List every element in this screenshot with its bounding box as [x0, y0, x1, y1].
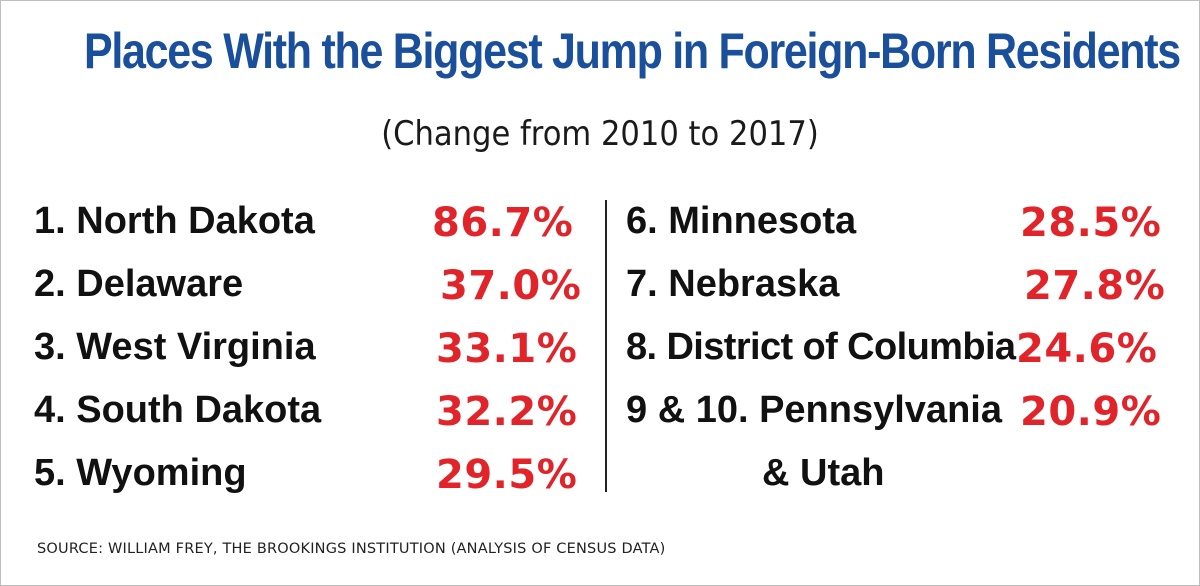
list-item-2: 2. Delaware [34, 263, 243, 306]
percent-value: 33.1% [436, 326, 578, 372]
list-item-6: 6. Minnesota [626, 200, 856, 243]
percent-value: 37.0% [440, 263, 582, 309]
place-name: 3. West Virginia [34, 326, 316, 368]
place-name: 2. Delaware [34, 263, 244, 305]
list-item-3: 3. West Virginia [34, 326, 316, 369]
percent-value: 86.7% [432, 200, 574, 246]
list-item-7: 7. Nebraska [626, 263, 839, 306]
percent-value: 29.5% [436, 452, 578, 498]
percent-value: 28.5% [1020, 200, 1162, 246]
page-subtitle: (Change from 2010 to 2017) [381, 114, 819, 154]
percent-value: 27.8% [1024, 263, 1166, 309]
list-item-9-10: 9 & 10. Pennsylvania [626, 389, 1002, 432]
place-name: 9 & 10. Pennsylvania [626, 389, 1002, 431]
place-name: & Utah [762, 452, 885, 494]
place-name: 6. Minnesota [626, 200, 857, 242]
list-item-5: 5. Wyoming [34, 452, 247, 495]
percent-value: 32.2% [436, 389, 578, 435]
page-title: Places With the Biggest Jump in Foreign-… [84, 23, 1181, 79]
percent-value: 20.9% [1020, 389, 1162, 435]
place-name: 1. North Dakota [34, 200, 315, 242]
place-name: 7. Nebraska [626, 263, 840, 305]
place-name: 8. District of Columbia [626, 326, 1016, 368]
list-item-4: 4. South Dakota [34, 389, 321, 432]
list-item-8: 8. District of Columbia [626, 326, 1016, 369]
list-item-9-10-continued: & Utah [762, 452, 884, 495]
list-item-1: 1. North Dakota [34, 200, 315, 243]
place-name: 5. Wyoming [34, 452, 247, 494]
source-note: SOURCE: WILLIAM FREY, THE BROOKINGS INST… [37, 541, 666, 557]
column-divider [605, 200, 607, 492]
percent-value: 24.6% [1016, 326, 1158, 372]
place-name: 4. South Dakota [34, 389, 322, 431]
